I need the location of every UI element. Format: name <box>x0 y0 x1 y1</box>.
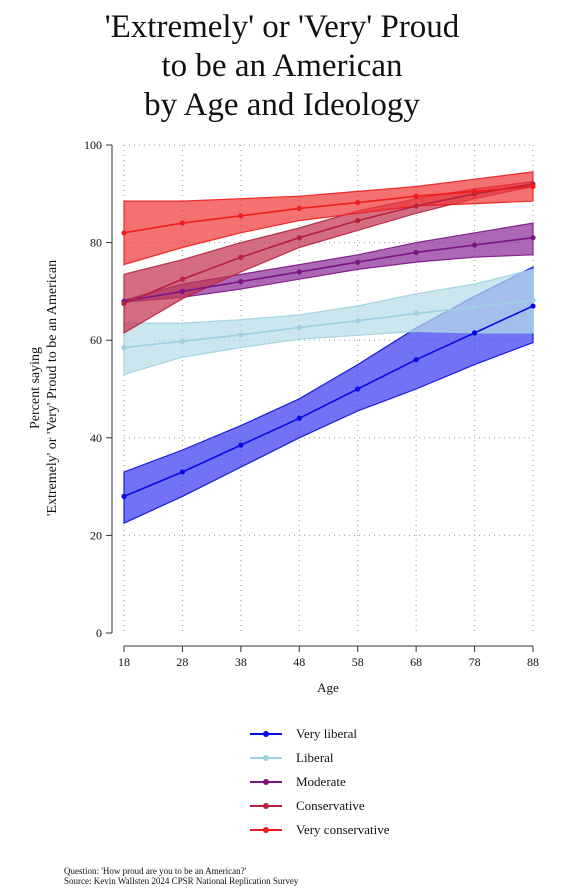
data-point-1 <box>530 297 536 303</box>
y-tick-label: 40 <box>90 431 102 445</box>
data-point-3 <box>296 235 302 241</box>
data-point-1 <box>179 338 186 344</box>
data-point-4 <box>121 230 127 236</box>
y-axis-label-line-1: Percent saying <box>28 347 43 429</box>
confidence-band-1 <box>123 268 534 376</box>
source-note: Source: Kevin Wallsten 2024 CPSR Nationa… <box>64 876 299 886</box>
x-tick-label: 58 <box>352 655 364 669</box>
data-point-2 <box>413 249 419 255</box>
data-point-2 <box>238 279 244 285</box>
legend-label: Liberal <box>296 750 334 765</box>
chart-legend: Very liberal Liberal Moderate Conservative V… <box>248 722 390 842</box>
data-point-3 <box>355 218 361 224</box>
series-points <box>121 181 536 499</box>
data-point-3 <box>238 254 244 260</box>
question-note: Question: 'How proud are you to be an Am… <box>64 866 247 876</box>
legend-swatch-marker <box>263 755 269 761</box>
data-point-0 <box>121 493 127 499</box>
data-point-0 <box>530 303 536 309</box>
chart-footnote: Question: 'How proud are you to be an Am… <box>64 866 298 886</box>
data-point-1 <box>121 344 127 351</box>
legend-swatch-marker <box>263 779 269 785</box>
data-point-4 <box>355 199 361 206</box>
legend-swatch-marker <box>263 803 269 809</box>
legend-item: Very conservative <box>248 818 390 842</box>
x-tick-label: 18 <box>118 655 130 669</box>
y-tick-label: 20 <box>90 528 102 542</box>
data-point-0 <box>238 442 244 448</box>
data-point-2 <box>296 269 302 275</box>
legend-swatch <box>250 803 282 809</box>
legend-label: Very conservative <box>296 822 390 837</box>
y-axis-label-line-2: 'Extremely' or 'Very' Proud to be an Ame… <box>45 260 60 516</box>
data-point-0 <box>296 415 302 421</box>
data-point-1 <box>296 324 302 331</box>
legend-swatch <box>250 731 282 737</box>
legend-item: Moderate <box>248 770 390 794</box>
data-point-4 <box>238 213 244 219</box>
data-point-1 <box>413 310 419 316</box>
x-tick-label: 38 <box>235 655 247 669</box>
data-point-2 <box>530 235 536 241</box>
y-tick-label: 60 <box>90 333 102 347</box>
data-point-4 <box>530 183 536 190</box>
series-line-1 <box>123 299 534 349</box>
legend-label: Very liberal <box>296 726 358 741</box>
chart-title-line-3: by Age and Ideology <box>144 87 420 123</box>
legend-label: Moderate <box>296 774 346 789</box>
axes: 0 20 40 60 80 100 18 28 38 48 58 68 78 88 <box>84 138 539 669</box>
y-tick-label: 0 <box>96 626 102 640</box>
series-line-0 <box>123 305 534 498</box>
legend-swatch-marker <box>263 731 269 737</box>
chart-title: 'Extremely' or 'Very' Proud to be an Ame… <box>0 8 564 125</box>
data-point-3 <box>121 301 127 307</box>
legend-swatch <box>250 779 282 785</box>
data-point-3 <box>179 276 186 282</box>
data-point-2 <box>355 259 361 265</box>
legend-swatch <box>250 755 282 761</box>
data-point-1 <box>471 304 478 310</box>
series-line-4 <box>123 185 534 234</box>
data-point-4 <box>413 193 419 199</box>
data-point-3 <box>413 203 419 209</box>
y-tick-label: 100 <box>84 138 102 152</box>
x-tick-label: 88 <box>527 655 539 669</box>
legend-item: Liberal <box>248 746 390 770</box>
data-point-4 <box>179 220 186 226</box>
data-point-0 <box>413 357 419 363</box>
series-lines <box>123 183 534 498</box>
data-point-4 <box>471 188 478 194</box>
data-point-2 <box>179 288 186 294</box>
x-tick-label: 48 <box>293 655 305 669</box>
data-point-1 <box>355 318 361 324</box>
series-line-3 <box>123 183 534 305</box>
legend-swatch-marker <box>263 827 269 833</box>
legend-item: Very liberal <box>248 722 390 746</box>
legend-item: Conservative <box>248 794 390 818</box>
x-tick-label: 78 <box>469 655 481 669</box>
data-point-2 <box>471 242 478 248</box>
chart-title-line-2: to be an American <box>161 48 403 84</box>
chart-title-line-1: 'Extremely' or 'Very' Proud <box>104 9 460 45</box>
series-line-2 <box>123 236 534 302</box>
legend-label: Conservative <box>296 798 365 813</box>
data-point-0 <box>355 386 361 392</box>
x-tick-label: 28 <box>176 655 188 669</box>
x-axis-label: Age <box>317 680 339 695</box>
x-tick-label: 68 <box>410 655 422 669</box>
legend-swatch <box>250 827 282 833</box>
data-point-1 <box>238 332 244 338</box>
data-point-4 <box>296 205 302 212</box>
y-tick-label: 80 <box>90 236 102 250</box>
data-point-0 <box>471 330 478 336</box>
data-point-0 <box>179 469 186 475</box>
confidence-band-2 <box>123 222 534 303</box>
